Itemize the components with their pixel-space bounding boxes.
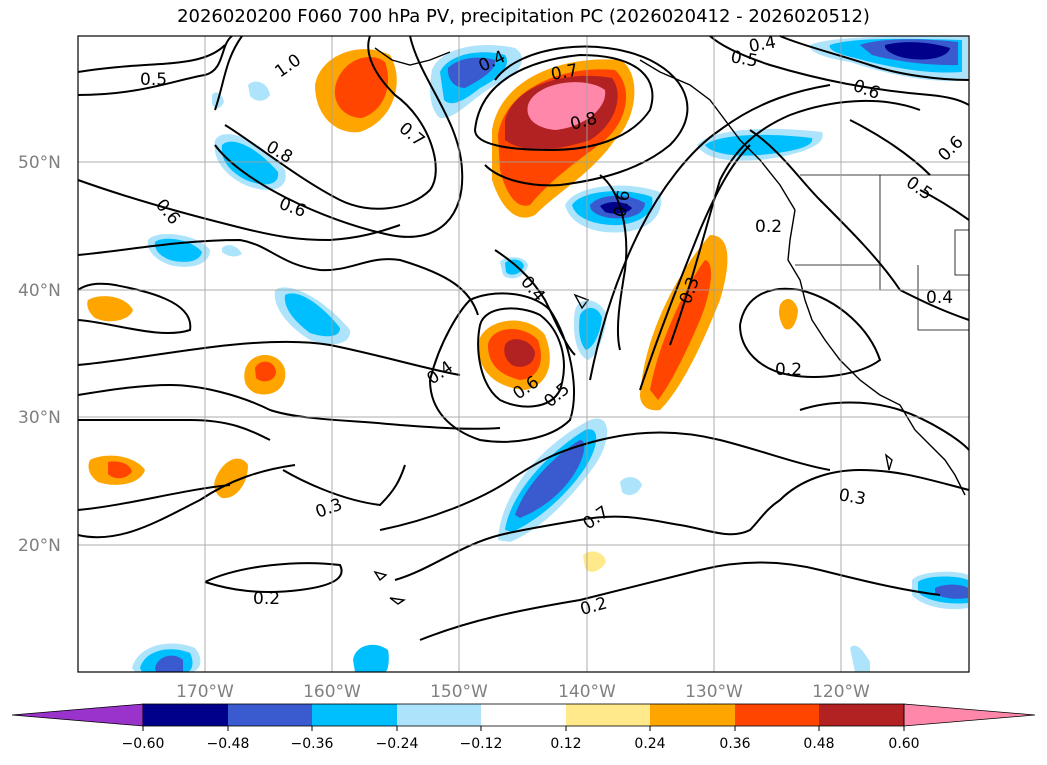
lat-label-30n: 30°N [18,408,61,428]
colorbar-tick-label: 0.36 [719,736,750,752]
colorbar-segment [735,704,819,726]
colorbar-tick-label: 0.48 [803,736,834,752]
colorbar-segment [481,704,566,726]
map-title: 2026020200 F060 700 hPa PV, precipitatio… [177,6,870,27]
lon-label-140w: 140°W [558,682,616,702]
colorbar-tick-label: −0.60 [122,736,165,752]
lat-label-40n: 40°N [18,281,61,301]
contour-label: 0.2 [253,589,280,609]
lon-label-120w: 120°W [812,682,870,702]
longitude-labels: 170°W 160°W 150°W 140°W 130°W 120°W [176,682,870,702]
colorbar-tick-label: 0.24 [634,736,665,752]
contour-label: 0.2 [775,360,802,380]
colorbar-tick-label: −0.48 [207,736,250,752]
latitude-labels: 20°N 30°N 40°N 50°N [18,153,61,556]
contour-label: 0.4 [926,288,953,308]
colorbar-segment [819,704,904,726]
colorbar: −0.60 −0.48 −0.36 −0.24 −0.12 0.12 0.24 … [11,703,1036,752]
contour-label: 0.2 [755,217,782,237]
colorbar-max-extension [903,703,1036,727]
lon-label-130w: 130°W [685,682,743,702]
contour-label: 0.5 [729,47,759,71]
colorbar-tick-label: 0.60 [888,736,919,752]
lon-label-170w: 170°W [176,682,234,702]
colorbar-frame [142,703,905,727]
map-border [77,35,970,673]
colorbar-segment [228,704,312,726]
lat-label-20n: 20°N [18,536,61,556]
colorbar-tick-label: −0.36 [291,736,334,752]
colorbar-segment [566,704,650,726]
colorbar-segment [312,704,397,726]
contour-label: 0.5 [140,70,167,90]
pv-contours [77,35,970,641]
lat-label-50n: 50°N [18,153,61,173]
contour-label: 0.7 [549,61,579,85]
lon-label-160w: 160°W [303,682,361,702]
coastlines [373,47,966,605]
contour-label: 0.6 [610,189,634,219]
colorbar-min-extension [11,703,144,727]
colorbar-tick-label: 0.12 [550,736,581,752]
colorbar-segment [397,704,481,726]
colorbar-tick-label: −0.24 [376,736,419,752]
graticule [78,36,969,672]
colorbar-tick-label: −0.12 [460,736,503,752]
colorbar-segment [650,704,735,726]
contour-label: 0.3 [837,485,867,509]
lon-label-150w: 150°W [430,682,488,702]
colorbar-ticks [142,726,905,731]
colorbar-segment [143,704,228,726]
